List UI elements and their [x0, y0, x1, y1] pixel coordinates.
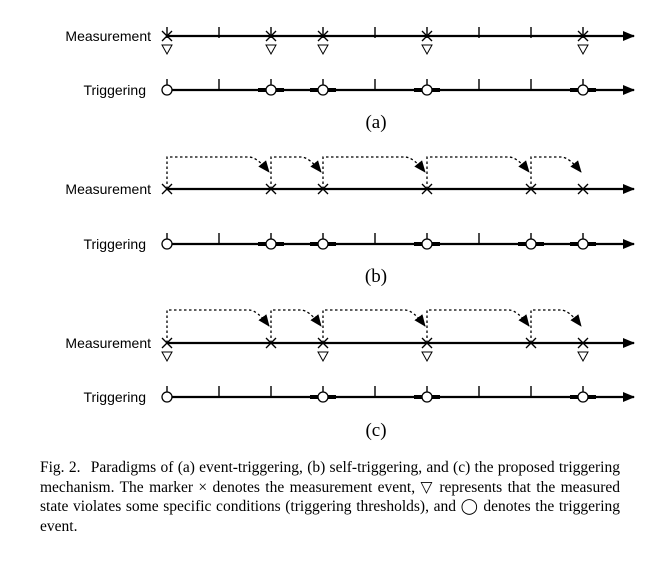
- triggering-event-marker: [421, 391, 433, 403]
- triggering-event-marker: [317, 238, 329, 250]
- triggering-event-marker: [265, 238, 277, 250]
- figure-caption: Fig. 2. Paradigms of (a) event-triggerin…: [40, 458, 620, 536]
- triggering-event-marker: [577, 84, 589, 96]
- triggering-event-marker: [161, 391, 173, 403]
- subfigure-label: (a): [365, 112, 386, 133]
- measurement-label: Measurement: [65, 181, 151, 197]
- paradigm-diagram: Measurement Triggering (a) Measurement Trigg…: [65, 27, 635, 441]
- violation-marker: [577, 44, 589, 56]
- measurement-event-marker: [577, 183, 589, 195]
- measurement-event-marker: [317, 30, 329, 42]
- measurement-event-marker: [577, 337, 589, 349]
- self-trigger-arrow: [322, 156, 426, 189]
- measurement-event-marker: [421, 30, 433, 42]
- violation-marker: [265, 44, 277, 56]
- self-trigger-arrow: [426, 309, 530, 343]
- violation-marker: [577, 351, 589, 363]
- self-trigger-arrow: [530, 309, 582, 343]
- self-trigger-arrow: [322, 309, 426, 343]
- triggering-event-marker: [421, 84, 433, 96]
- triggering-event-marker: [161, 238, 173, 250]
- panel-b: Measurement Triggering (b): [65, 156, 635, 287]
- triggering-event-marker: [525, 238, 537, 250]
- violation-marker: [161, 351, 173, 363]
- violation-marker: [421, 44, 433, 56]
- self-trigger-arrow: [426, 156, 530, 189]
- subfigure-label: (c): [365, 420, 386, 441]
- violation-marker: [317, 44, 329, 56]
- triggering-event-marker: [317, 391, 329, 403]
- triggering-event-marker: [577, 391, 589, 403]
- measurement-label: Measurement: [65, 335, 151, 351]
- measurement-event-marker: [161, 30, 173, 42]
- self-trigger-arrow: [530, 156, 582, 189]
- triggering-event-marker: [317, 84, 329, 96]
- self-trigger-arrow: [270, 309, 322, 343]
- measurement-event-marker: [265, 30, 277, 42]
- triggering-label: Triggering: [83, 389, 146, 405]
- triggering-event-marker: [421, 238, 433, 250]
- caption-text: Paradigms of (a) event-triggering, (b) s…: [40, 459, 620, 535]
- measurement-label: Measurement: [65, 28, 151, 44]
- panel-c: Measurement Triggering (c): [65, 309, 635, 441]
- triggering-event-marker: [265, 84, 277, 96]
- caption-number: Fig. 2.: [40, 459, 81, 476]
- violation-marker: [317, 351, 329, 363]
- measurement-event-marker: [577, 30, 589, 42]
- triggering-event-marker: [577, 238, 589, 250]
- self-trigger-arrow: [270, 156, 322, 189]
- triggering-label: Triggering: [83, 236, 146, 252]
- subfigure-label: (b): [365, 266, 387, 287]
- self-trigger-arrow: [166, 156, 270, 189]
- self-trigger-arrow: [166, 309, 270, 343]
- violation-marker: [161, 44, 173, 56]
- violation-marker: [421, 351, 433, 363]
- triggering-event-marker: [161, 84, 173, 96]
- panel-a: Measurement Triggering (a): [65, 27, 635, 133]
- triggering-label: Triggering: [83, 82, 146, 98]
